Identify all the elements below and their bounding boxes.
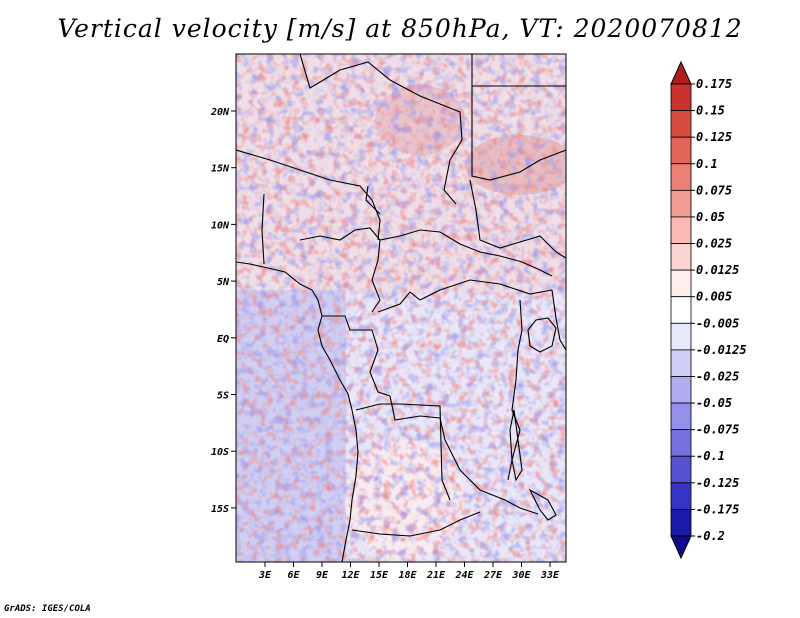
colorbar-segment-7 <box>670 243 692 271</box>
colorbar-label-13: -0.075 <box>696 423 739 437</box>
colorbar-segment-17 <box>670 509 692 537</box>
colorbar-label-6: 0.025 <box>696 237 732 251</box>
latitude-axis: 20N 15N 10N 5N EQ 5S 10S 15S <box>210 107 236 515</box>
colorbar-label-8: 0.005 <box>696 290 732 304</box>
colorbar-segment-9 <box>670 296 692 324</box>
colorbar-top-arrow <box>670 60 692 85</box>
lon-label-2: 9E <box>316 570 329 581</box>
colorbar-label-10: -0.0125 <box>696 343 747 357</box>
colorbar-segment-5 <box>670 189 692 218</box>
colorbar-segment-3 <box>670 136 692 165</box>
colorbar-label-1: 0.15 <box>696 104 725 118</box>
colorbar-segment-8 <box>670 269 692 298</box>
colorbar-segment-14 <box>670 429 692 457</box>
colorbar-label-7: 0.0125 <box>696 263 739 277</box>
lon-label-0: 3E <box>258 570 272 581</box>
colorbar-label-12: -0.05 <box>696 396 732 410</box>
lon-label-10: 33E <box>540 570 560 581</box>
colorbar-segment-2 <box>670 110 692 138</box>
lat-label-6: 10S <box>211 447 229 458</box>
colorbar-label-5: 0.05 <box>696 210 725 224</box>
colorbar-label-3: 0.1 <box>696 157 718 171</box>
lon-label-9: 30E <box>511 570 531 581</box>
colorbar-segment-13 <box>670 402 692 431</box>
lat-label-5: 5S <box>217 391 229 402</box>
lat-label-1: 15N <box>211 164 230 175</box>
grads-credit: GrADS: IGES/COLA <box>4 604 91 614</box>
colorbar-segment-10 <box>670 322 692 351</box>
colorbar-label-2: 0.125 <box>696 130 732 144</box>
colorbar-segment-1 <box>670 83 692 111</box>
velocity-field <box>236 54 566 562</box>
colorbar: 0.175 0.15 0.125 0.1 0.075 0.05 0.025 0.0125 0.0… <box>670 60 747 560</box>
colorbar-label-15: -0.125 <box>696 476 739 490</box>
colorbar-segment-16 <box>670 482 692 510</box>
map-frame <box>235 53 567 563</box>
colorbar-label-9: -0.005 <box>696 316 739 330</box>
lon-label-3: 12E <box>341 570 360 581</box>
colorbar-label-16: -0.175 <box>696 502 739 516</box>
colorbar-label-0: 0.175 <box>696 77 732 91</box>
colorbar-segment-15 <box>670 455 692 484</box>
country-borders <box>236 54 566 562</box>
lat-label-4: EQ <box>217 334 229 345</box>
lat-label-7: 15S <box>211 504 229 515</box>
lon-label-8: 27E <box>483 570 503 581</box>
lon-label-1: 6E <box>287 570 300 581</box>
colorbar-segment-6 <box>670 216 692 244</box>
map-title: Vertical velocity [m/s] at 850hPa, VT: 2… <box>57 14 743 43</box>
colorbar-label-14: -0.1 <box>696 449 725 463</box>
lon-label-5: 18E <box>398 570 417 581</box>
lon-label-4: 15E <box>370 570 389 581</box>
colorbar-segment-12 <box>670 376 692 404</box>
lat-label-0: 20N <box>210 107 230 118</box>
lat-label-3: 5N <box>217 277 230 288</box>
colorbar-label-17: -0.2 <box>696 529 725 543</box>
colorbar-segment-11 <box>670 349 692 377</box>
lat-label-2: 10N <box>211 220 230 231</box>
colorbar-label-4: 0.075 <box>696 183 732 197</box>
colorbar-segment-4 <box>670 163 692 191</box>
lon-label-7: 24E <box>454 570 474 581</box>
colorbar-label-11: -0.025 <box>696 369 739 383</box>
longitude-axis: 3E 6E 9E 12E 15E 18E 21E 24E 27E 30E 33E <box>258 562 560 581</box>
colorbar-bottom-arrow <box>670 535 692 560</box>
lon-label-6: 21E <box>426 570 446 581</box>
